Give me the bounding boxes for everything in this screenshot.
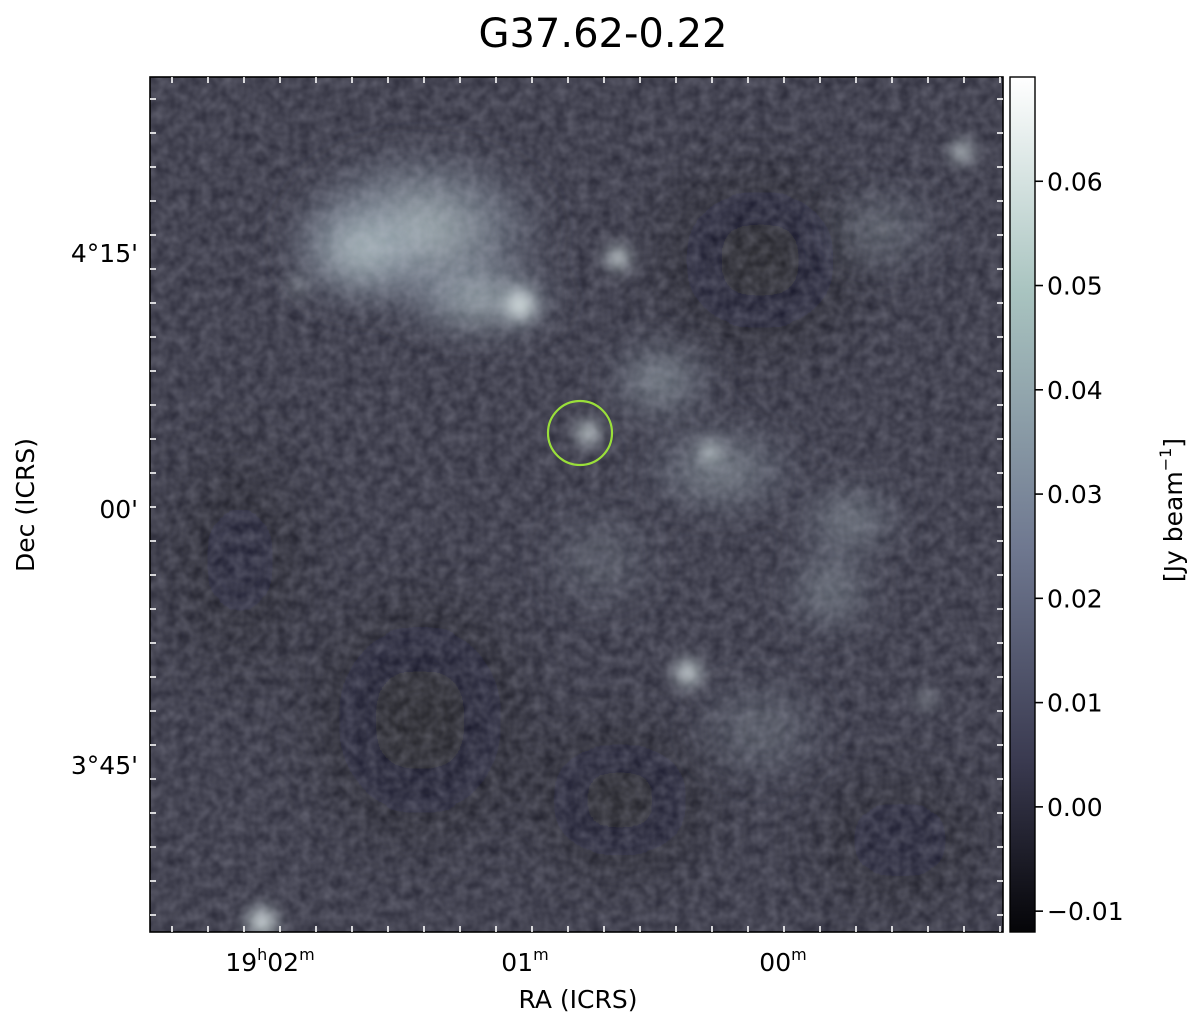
image-title: G37.62-0.22 <box>478 11 727 57</box>
x-tick-label-01m: 01m <box>501 945 548 977</box>
y-tick-label-00: 00' <box>99 495 138 524</box>
x-tick-label-00m: 00m <box>759 945 806 977</box>
colorbar-tick-label: 0.05 <box>1047 272 1103 301</box>
source-marker-circle <box>546 399 614 467</box>
colorbar-tick-label: −0.01 <box>1047 897 1124 926</box>
y-tick-label-4-15: 4°15' <box>71 239 138 268</box>
colorbar-tick-label: 0.00 <box>1047 793 1103 822</box>
colorbar-tick-label: 0.04 <box>1047 376 1103 405</box>
colorbar-tick-label: 0.03 <box>1047 480 1103 509</box>
colorbar-tick-label: 0.06 <box>1047 167 1103 196</box>
colorbar-label: [Jy beam−1] <box>1156 438 1188 582</box>
image-frame <box>149 76 1004 933</box>
frame-ticks <box>150 77 1003 932</box>
x-axis-label: RA (ICRS) <box>519 985 638 1014</box>
colorbar-tick-label: 0.01 <box>1047 689 1103 718</box>
colorbar-tick-label: 0.02 <box>1047 584 1103 613</box>
colorbar-ticks: 0.06 0.05 0.04 0.03 0.02 0.01 0.00 −0.01 <box>1035 167 1124 926</box>
colorbar <box>1009 76 1036 933</box>
x-tick-label-1902: 19h02m <box>225 945 314 977</box>
y-axis-label: Dec (ICRS) <box>11 438 40 572</box>
radio-map <box>150 77 1003 932</box>
y-tick-label-3-45: 3°45' <box>71 751 138 780</box>
